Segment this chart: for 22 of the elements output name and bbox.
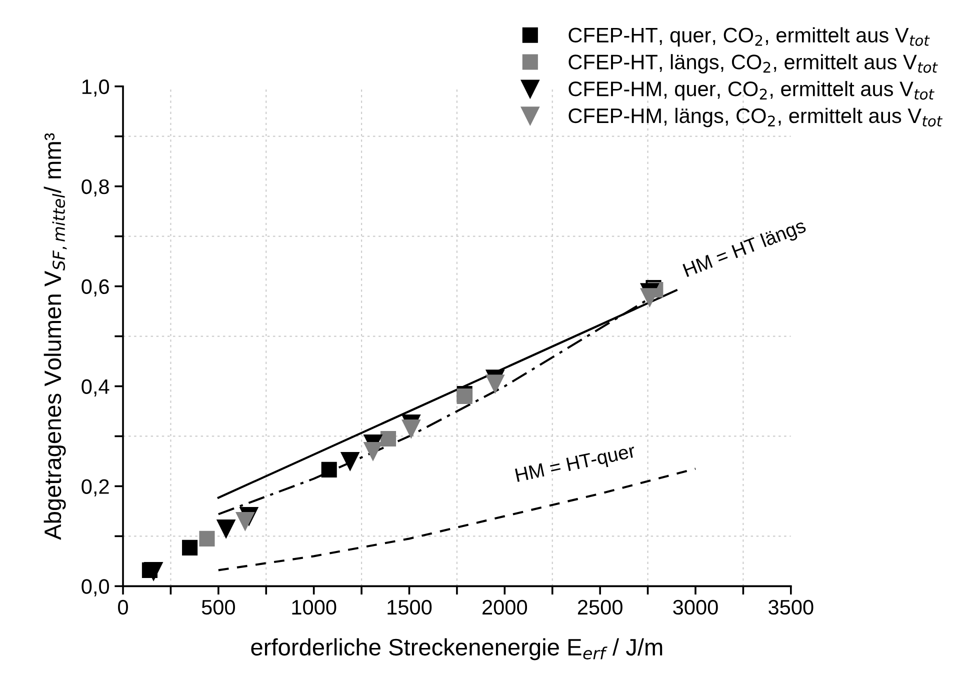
x-tick-label: 3000: [673, 600, 718, 615]
x-axis-title: erforderliche Streckenenergie E$_{erf}$ / J/m: [251, 638, 662, 660]
x-tick-label: 2500: [578, 600, 622, 615]
y-tick-label: 0,4: [82, 379, 110, 396]
x-tick-label: 2000: [482, 600, 528, 615]
annotation: HM = HT längs: [682, 218, 808, 281]
x-tick-label: 500: [202, 600, 235, 615]
annotation: HM = HT-quer: [515, 444, 637, 486]
y-axis-title: Abgetragenes Volumen V$_{SF,mittel}$/ mm³: [44, 133, 67, 540]
legend-label: CFEP-HT, längs, CO$_{2}$, ermittelt aus V$_{tot}$: [568, 54, 938, 74]
legend-label: CFEP-HM, längs, CO$_{2}$, ermittelt aus V$_{tot}$: [568, 108, 943, 128]
y-tick-label: 0,8: [82, 179, 109, 197]
legend-label: CFEP-HM, quer, CO$_{2}$, ermittelt aus V$_{tot}$: [568, 80, 934, 100]
y-tick-label: 0,0: [82, 579, 109, 596]
x-tick-label: 1000: [292, 600, 336, 615]
y-tick-label: 1,0: [82, 79, 109, 97]
x-tick-label: 3500: [768, 600, 814, 615]
x-tick-label: 1500: [388, 600, 432, 615]
y-tick-label: 0,2: [82, 479, 109, 496]
legend-label: CFEP-HT, quer, CO$_{2}$, ermittelt aus V$_{tot}$: [568, 27, 930, 47]
y-tick-label: 0,6: [82, 279, 109, 296]
x-tick-label: 0: [118, 600, 128, 615]
